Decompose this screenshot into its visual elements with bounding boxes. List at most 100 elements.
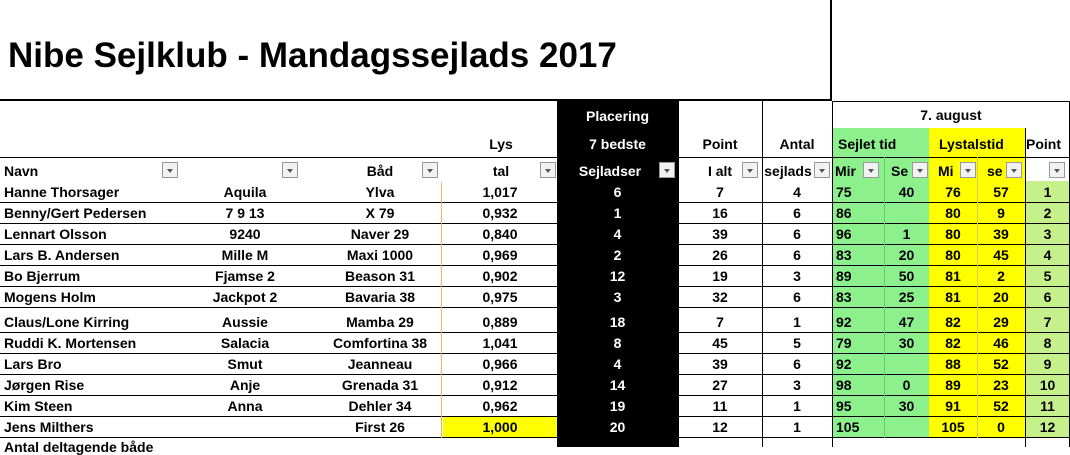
- cell-lsek: 0: [997, 419, 1005, 435]
- cell-plac: 20: [609, 419, 626, 435]
- cell-nr: Aquila: [223, 184, 267, 200]
- cell-baad: Mamba 29: [346, 314, 414, 330]
- column-divider: [762, 101, 763, 447]
- row-divider: [0, 265, 1070, 266]
- row-divider: [0, 244, 1070, 245]
- cell-lmin: 80: [945, 205, 961, 221]
- cell-point: 19: [712, 268, 728, 284]
- cell-p: 3: [1043, 226, 1052, 242]
- cell-point: 39: [712, 356, 728, 372]
- cell-lystal: 0,889: [482, 314, 518, 330]
- cell-navn: Hanne Thorsager: [4, 184, 120, 200]
- cell-navn: Mogens Holm: [4, 289, 96, 305]
- cell-plac: 19: [609, 398, 626, 414]
- cell-navn: Benny/Gert Pedersen: [4, 205, 147, 221]
- cell-ssek: 25: [898, 289, 915, 305]
- highlight-lystal-cell: [443, 417, 557, 437]
- cell-lystal: 0,962: [482, 398, 518, 414]
- navn-header: Navn: [4, 163, 39, 179]
- cell-lmin: 91: [945, 398, 961, 414]
- cell-lmin: 80: [945, 226, 961, 242]
- row-divider: [0, 395, 1070, 396]
- cell-baad: Grenada 31: [341, 377, 419, 393]
- filter-row-top-line: [0, 157, 1070, 158]
- cell-point: 12: [712, 419, 728, 435]
- cell-point: 7: [716, 314, 724, 330]
- cell-lsek: 9: [997, 205, 1005, 221]
- cell-antal: 1: [793, 419, 801, 435]
- min2-header: Mi: [938, 163, 954, 179]
- cell-antal: 1: [793, 398, 801, 414]
- cell-antal: 3: [793, 268, 801, 284]
- cell-lystal: 1,000: [482, 419, 518, 435]
- cell-lystal: 1,041: [482, 335, 518, 351]
- cell-antal: 1: [793, 314, 801, 330]
- filter-dropdown-nr[interactable]: [282, 162, 298, 178]
- cell-antal: 6: [793, 205, 801, 221]
- column-divider: [832, 101, 833, 447]
- row-divider: [0, 223, 1070, 224]
- cell-point: 7: [716, 184, 724, 200]
- cell-smin: 92: [836, 314, 852, 330]
- row-divider: [0, 416, 1070, 417]
- row-divider: [0, 202, 1070, 203]
- cell-plac: 3: [613, 289, 622, 305]
- cell-nr: Aussie: [222, 314, 268, 330]
- filter-dropdown-sek2[interactable]: [1006, 162, 1022, 178]
- cell-navn: Jens Milthers: [4, 419, 94, 435]
- cell-nr: Smut: [227, 356, 263, 372]
- cell-lsek: 20: [993, 289, 1009, 305]
- filter-dropdown-sek1[interactable]: [912, 162, 928, 178]
- filter-dropdown-navn[interactable]: [162, 162, 178, 178]
- cell-ssek: 1: [902, 226, 911, 242]
- cell-baad: Dehler 34: [348, 398, 412, 414]
- cell-smin: 96: [836, 226, 852, 242]
- cell-lystal: 0,902: [482, 268, 518, 284]
- filter-dropdown-lystal[interactable]: [540, 162, 556, 178]
- row-divider: [0, 307, 1070, 308]
- cell-smin: 83: [836, 247, 852, 263]
- cell-nr: 9240: [229, 226, 261, 242]
- cell-ssek: 50: [898, 268, 915, 284]
- cell-lsek: 57: [993, 184, 1009, 200]
- cell-point: 32: [712, 289, 728, 305]
- sek1-header: Se: [891, 163, 909, 179]
- cell-lmin: 80: [945, 247, 961, 263]
- cell-navn: Lennart Olsson: [4, 226, 107, 242]
- cell-plac: 4: [613, 356, 622, 372]
- row-divider: [0, 332, 1070, 333]
- min1-header: Mir: [835, 163, 856, 179]
- cell-lsek: 29: [993, 314, 1009, 330]
- cell-lmin: 82: [945, 335, 961, 351]
- cell-nr: Salacia: [220, 335, 270, 351]
- cell-p: 7: [1043, 314, 1052, 330]
- filter-dropdown-point-sorted[interactable]: [1049, 162, 1065, 178]
- right-header-top-border: [832, 101, 1070, 157]
- cell-lmin: 82: [945, 314, 961, 330]
- filter-dropdown-min1[interactable]: [863, 162, 879, 178]
- i-alt-header: I alt: [707, 163, 733, 179]
- sejlads-header: sejlads: [764, 163, 812, 179]
- cell-lsek: 52: [993, 356, 1009, 372]
- cell-lmin: 89: [945, 377, 961, 393]
- filter-dropdown-min2[interactable]: [960, 162, 976, 178]
- row-divider: [0, 286, 1070, 287]
- cell-lmin: 81: [945, 289, 961, 305]
- cell-lystal: 0,966: [482, 356, 518, 372]
- cell-plac: 1: [613, 205, 622, 221]
- point-right-header: Point: [1026, 136, 1061, 152]
- filter-dropdown-sejladser[interactable]: [659, 162, 675, 178]
- cell-nr: Anna: [227, 398, 263, 414]
- filter-dropdown-baad[interactable]: [422, 162, 438, 178]
- filter-dropdown-sejlads[interactable]: [814, 162, 830, 178]
- cell-smin: 95: [836, 398, 852, 414]
- cell-navn: Claus/Lone Kirring: [4, 314, 130, 330]
- cell-baad: Naver 29: [350, 226, 410, 242]
- point-header: Point: [702, 136, 738, 152]
- filter-dropdown-ialt[interactable]: [742, 162, 758, 178]
- cell-ssek: 30: [898, 398, 915, 414]
- cell-baad: Comfortina 38: [332, 335, 428, 351]
- cell-ssek: [884, 203, 929, 224]
- cell-baad: Jeanneau: [347, 356, 413, 372]
- cell-lystal: 0,912: [482, 377, 518, 393]
